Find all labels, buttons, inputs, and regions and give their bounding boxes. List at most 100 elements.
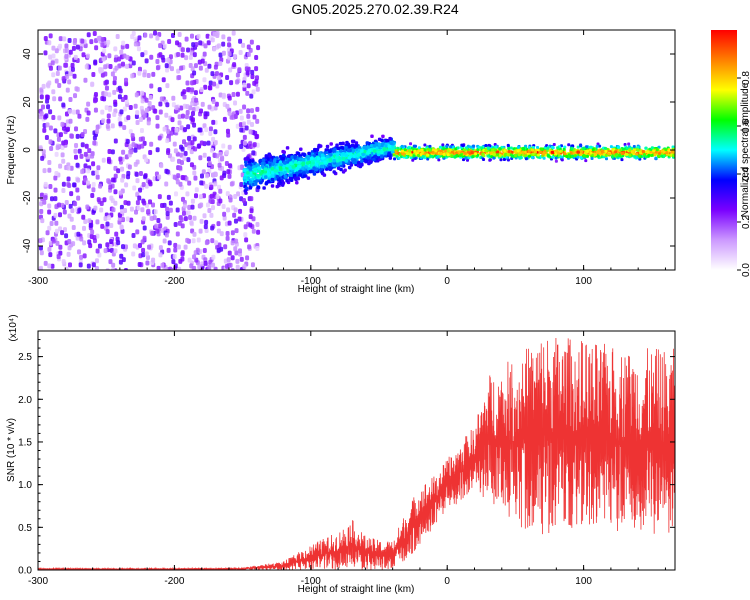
heatmap-cell: [130, 133, 135, 139]
heatmap-cell: [333, 147, 337, 152]
heatmap-cell: [344, 145, 348, 150]
heatmap-cell: [140, 207, 145, 213]
heatmap-cell: [225, 230, 230, 236]
heatmap-cell: [71, 241, 76, 247]
heatmap-cell: [65, 87, 70, 93]
heatmap-cell: [547, 154, 551, 158]
heatmap-cell: [350, 143, 355, 148]
heatmap-cell: [90, 193, 95, 199]
heatmap-cell: [57, 65, 62, 71]
heatmap-cell: [134, 171, 139, 177]
heatmap-cell: [262, 186, 266, 190]
heatmap-cell: [211, 119, 216, 125]
heatmap-cell: [81, 52, 86, 58]
heatmap-cell: [579, 155, 583, 159]
heatmap-cell: [297, 161, 301, 165]
heatmap-cell: [260, 161, 265, 166]
heatmap-cell: [426, 153, 430, 157]
heatmap-cell: [140, 109, 145, 115]
heatmap-cell: [283, 161, 287, 165]
heatmap-cell: [47, 203, 52, 209]
heatmap-cell: [212, 46, 217, 52]
heatmap-cell: [221, 92, 226, 98]
heatmap-cell: [579, 144, 583, 148]
heatmap-cell: [538, 150, 542, 154]
heatmap-cell: [49, 145, 54, 151]
heatmap-cell: [348, 152, 353, 156]
heatmap-cell: [227, 42, 232, 48]
heatmap-cell: [256, 45, 261, 51]
heatmap-cell: [301, 161, 306, 166]
heatmap-cell: [554, 156, 558, 160]
heatmap-cell: [254, 134, 259, 140]
heatmap-cell: [207, 161, 212, 167]
heatmap-cell: [239, 181, 244, 187]
heatmap-cell: [61, 259, 66, 265]
heatmap-cell: [136, 46, 141, 52]
heatmap-cell: [53, 187, 58, 193]
heatmap-cell: [166, 247, 171, 253]
heatmap-cell: [360, 149, 364, 153]
heatmap-cell: [196, 237, 201, 243]
heatmap-cell: [388, 156, 393, 160]
heatmap-cell: [100, 95, 105, 101]
heatmap-cell: [101, 56, 106, 62]
heatmap-cell: [234, 250, 239, 256]
x-tick-label: -100: [301, 576, 321, 587]
heatmap-cell: [60, 202, 65, 208]
heatmap-cell: [190, 117, 195, 123]
heatmap-cell: [133, 41, 138, 47]
heatmap-cell: [222, 170, 227, 176]
heatmap-cell: [238, 122, 243, 128]
heatmap-cell: [51, 45, 56, 51]
heatmap-cell: [119, 204, 124, 210]
heatmap-cell: [280, 183, 285, 187]
x-tick-label: 0: [444, 576, 450, 587]
heatmap-cell: [358, 164, 363, 169]
heatmap-cell: [129, 206, 134, 212]
heatmap-cell: [184, 176, 189, 182]
heatmap-cell: [215, 83, 220, 89]
y-tick-label: 0.5: [18, 523, 32, 534]
heatmap-cell: [140, 90, 145, 96]
heatmap-cell: [328, 166, 332, 170]
heatmap-cell: [172, 141, 177, 147]
heatmap-cell: [96, 36, 101, 42]
heatmap-cell: [281, 149, 285, 154]
heatmap-cell: [431, 148, 435, 152]
heatmap-cell: [305, 170, 310, 174]
heatmap-cell: [80, 169, 85, 175]
heatmap-cell: [121, 149, 126, 155]
heatmap-cell: [107, 148, 112, 154]
heatmap-cell: [103, 248, 108, 254]
heatmap-cell: [105, 123, 110, 129]
heatmap-cell: [260, 164, 265, 169]
heatmap-cell: [524, 157, 528, 161]
heatmap-cell: [68, 203, 73, 209]
heatmap-cell: [489, 151, 493, 155]
heatmap-cell: [224, 161, 229, 167]
heatmap-cell: [365, 141, 370, 145]
heatmap-cell: [47, 263, 52, 269]
heatmap-cell: [188, 214, 193, 220]
heatmap-cell: [211, 99, 216, 105]
heatmap-cell: [607, 152, 611, 156]
heatmap-cell: [146, 120, 151, 126]
heatmap-cell: [133, 103, 138, 109]
heatmap-cell: [166, 194, 171, 200]
heatmap-cell: [492, 156, 496, 160]
heatmap-cell: [238, 38, 243, 44]
heatmap-cell: [186, 157, 191, 163]
heatmap-cell: [438, 145, 442, 149]
heatmap-cell: [239, 143, 244, 149]
heatmap-cell: [203, 260, 208, 266]
heatmap-cell: [463, 151, 467, 155]
heatmap-cell: [431, 151, 435, 155]
colorbar-tick-label: 0.0: [741, 263, 750, 277]
heatmap-cell: [503, 149, 507, 153]
heatmap-cell: [625, 152, 629, 156]
heatmap-cell: [609, 145, 613, 149]
heatmap-cell: [149, 54, 154, 60]
